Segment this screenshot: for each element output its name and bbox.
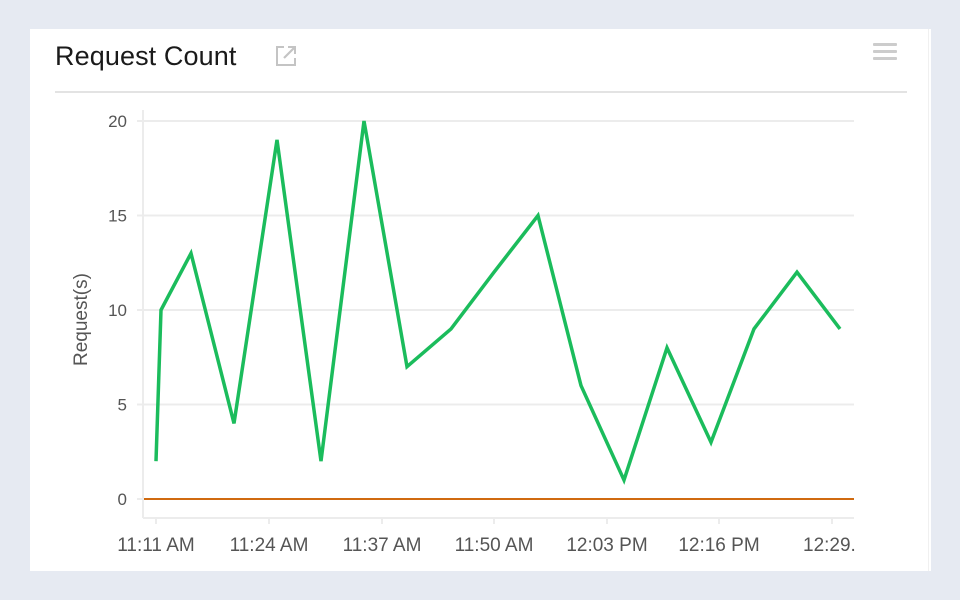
x-tick-label: 11:37 AM: [343, 535, 422, 556]
y-tick-label: 20: [108, 112, 127, 131]
scrollbar[interactable]: [928, 29, 929, 571]
y-tick-label: 0: [118, 490, 127, 509]
x-tick-label: 12:03 PM: [566, 535, 647, 556]
y-tick-label: 10: [108, 301, 127, 320]
request-count-widget: Request Count 0 5 10 15 20 11:11 AM 11:24 AM 11…: [30, 29, 931, 571]
y-tick-label: 5: [118, 396, 127, 415]
external-link-icon[interactable]: [274, 44, 298, 68]
line-chart: 0 5 10 15 20 11:11 AM 11:24 AM 11:37 AM 11:50 AM…: [30, 29, 931, 576]
x-tick-label: 11:50 AM: [455, 535, 534, 556]
x-tick-label: 12:29.: [803, 535, 856, 556]
widget-header: Request Count: [55, 29, 907, 93]
x-tick-label: 11:24 AM: [230, 535, 309, 556]
y-axis-label: Request(s): [71, 273, 92, 366]
y-tick-label: 15: [108, 207, 127, 226]
x-tick-label: 12:16 PM: [678, 535, 759, 556]
hamburger-menu-icon[interactable]: [873, 43, 897, 65]
x-tick-label: 11:11 AM: [117, 535, 194, 556]
request-count-series: [154, 120, 842, 485]
widget-title: Request Count: [55, 41, 237, 71]
